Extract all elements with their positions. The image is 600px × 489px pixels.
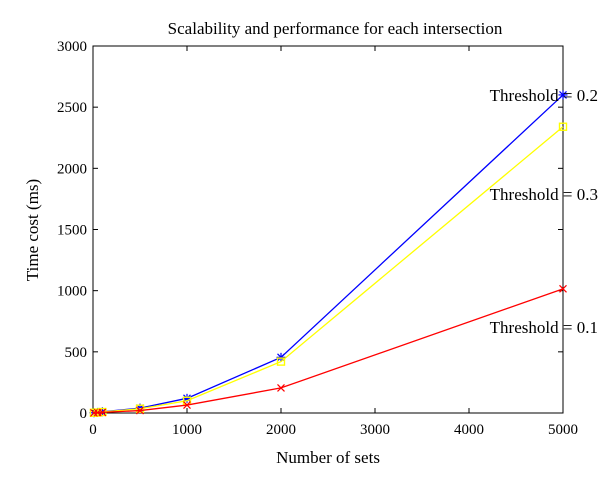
- annotations: Threshold = 0.2 Threshold = 0.3 Threshold …: [490, 86, 598, 337]
- chart-title: Scalability and performance for each int…: [168, 19, 503, 38]
- y-tick-label: 500: [65, 345, 88, 361]
- series-0: [89, 90, 568, 418]
- y-tick-label: 0: [80, 406, 88, 422]
- axis-ticks: 0 1000 2000 3000 4000 5000 0 500 1000 1500 2000 250…: [57, 39, 578, 438]
- data-point: [135, 404, 145, 413]
- series-annotation: Threshold = 0.1: [490, 318, 598, 337]
- data-point: [98, 408, 107, 417]
- data-point: [277, 383, 285, 392]
- data-point: [558, 122, 568, 131]
- series-2: [90, 284, 567, 417]
- data-point: [276, 357, 286, 366]
- x-tick-label: 5000: [548, 422, 578, 438]
- data-point: [559, 284, 567, 293]
- series-line: [93, 288, 564, 414]
- x-tick-label: 4000: [454, 422, 484, 438]
- series-1: [89, 122, 568, 417]
- series-annotation: Threshold = 0.2: [490, 86, 598, 105]
- y-tick-label: 2000: [57, 161, 87, 177]
- y-tick-label: 1000: [57, 284, 87, 300]
- x-tick-label: 0: [89, 422, 97, 438]
- x-tick-label: 2000: [266, 422, 296, 438]
- x-axis-label: Number of sets: [276, 448, 380, 467]
- data-point: [558, 90, 568, 100]
- data-point: [136, 406, 144, 415]
- series-annotation: Threshold = 0.3: [490, 185, 598, 204]
- data-point: [183, 401, 191, 409]
- data-point: [276, 352, 286, 362]
- x-tick-label: 1000: [172, 422, 202, 438]
- y-axis-label: Time cost (ms): [23, 179, 42, 281]
- series-layer: [89, 90, 568, 418]
- series-line: [93, 94, 564, 414]
- x-tick-label: 3000: [360, 422, 390, 438]
- y-tick-label: 1500: [57, 223, 87, 239]
- y-tick-label: 3000: [57, 39, 87, 55]
- series-line: [93, 126, 564, 414]
- y-tick-label: 2500: [57, 100, 87, 116]
